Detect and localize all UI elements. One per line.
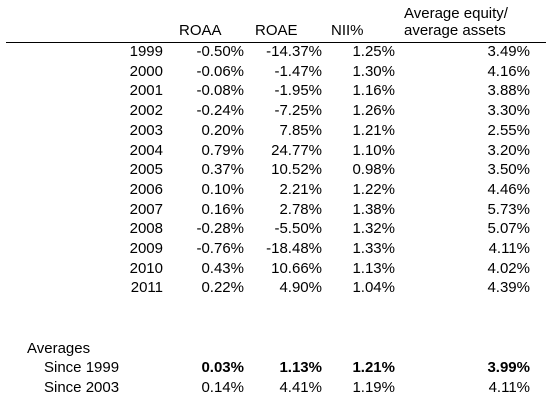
table-row: 1999 -0.50% -14.37% 1.25% 3.49% [0, 42, 558, 61]
roae-cell: 24.77% [271, 141, 322, 159]
average-nii: 1.21% [352, 359, 395, 376]
year-cell: 2001 [129, 82, 163, 100]
nii-cell: 1.26% [352, 102, 395, 120]
equity-cell: 4.39% [487, 279, 530, 297]
roaa-cell: 0.20% [201, 121, 244, 139]
average-roaa: 0.14% [201, 379, 244, 396]
year-cell: 2011 [130, 279, 163, 297]
average-roae: 1.13% [279, 359, 322, 376]
year-cell: 2000 [129, 62, 163, 80]
roae-cell: -7.25% [274, 102, 322, 120]
roaa-cell: 0.16% [201, 200, 244, 218]
equity-cell: 3.50% [487, 161, 530, 179]
equity-cell: 3.49% [487, 43, 530, 60]
nii-cell: 1.30% [352, 62, 395, 80]
average-roae: 4.41% [279, 379, 322, 396]
nii-cell: 1.13% [352, 259, 395, 277]
year-cell: 1999 [129, 43, 163, 60]
table-row: 2003 0.20% 7.85% 1.21% 2.55% [0, 121, 558, 140]
year-cell: 2005 [129, 161, 163, 179]
equity-cell: 4.11% [488, 240, 530, 257]
table-row: 2004 0.79% 24.77% 1.10% 3.20% [0, 141, 558, 160]
average-nii: 1.19% [352, 379, 395, 396]
nii-cell: 1.10% [352, 141, 395, 159]
year-cell: 2003 [129, 121, 163, 139]
header-equity-line2: average assets [404, 22, 506, 39]
year-cell: 2010 [129, 259, 163, 277]
header-roaa: ROAA [179, 22, 222, 39]
table-row: 2010 0.43% 10.66% 1.13% 4.02% [0, 259, 558, 278]
roaa-cell: -0.08% [196, 82, 244, 100]
header-nii: NII% [331, 22, 364, 39]
table-row: 2011 0.22% 4.90% 1.04% 4.39% [0, 278, 558, 297]
equity-cell: 3.88% [487, 82, 530, 100]
equity-cell: 3.30% [487, 102, 530, 120]
header-roae: ROAE [255, 22, 298, 39]
roaa-cell: 0.43% [201, 259, 244, 277]
roaa-cell: -0.76% [196, 240, 244, 257]
nii-cell: 1.25% [352, 43, 395, 60]
nii-cell: 1.32% [352, 220, 395, 238]
roae-cell: 10.52% [271, 161, 322, 179]
roae-cell: -14.37% [266, 43, 322, 60]
average-roaa: 0.03% [201, 359, 244, 376]
roaa-cell: 0.10% [201, 180, 244, 198]
table-row: 2007 0.16% 2.78% 1.38% 5.73% [0, 200, 558, 219]
roae-cell: -5.50% [274, 220, 322, 238]
year-cell: 2002 [129, 102, 163, 120]
roaa-cell: -0.06% [196, 62, 244, 80]
year-cell: 2009 [129, 240, 163, 257]
equity-cell: 5.73% [487, 200, 530, 218]
nii-cell: 1.16% [352, 82, 395, 100]
roae-cell: 2.78% [279, 200, 322, 218]
nii-cell: 1.21% [352, 121, 395, 139]
average-label: Since 2003 [44, 379, 120, 396]
average-label: Since 1999 [44, 359, 120, 376]
averages-title: Averages [27, 340, 91, 357]
average-equity: 4.11% [488, 379, 530, 396]
roae-cell: 10.66% [271, 259, 322, 277]
nii-cell: 0.98% [352, 161, 395, 179]
roae-cell: 7.85% [279, 121, 322, 139]
roae-cell: 2.21% [279, 180, 322, 198]
equity-cell: 4.16% [487, 62, 530, 80]
table-row: 2002 -0.24% -7.25% 1.26% 3.30% [0, 101, 558, 120]
year-cell: 2007 [129, 200, 163, 218]
table-row: 2008 -0.28% -5.50% 1.32% 5.07% [0, 219, 558, 238]
nii-cell: 1.38% [352, 200, 395, 218]
roaa-cell: -0.24% [196, 102, 244, 120]
header-rule [6, 42, 546, 43]
year-cell: 2006 [129, 180, 163, 198]
year-cell: 2004 [129, 141, 163, 159]
header-equity-line1: Average equity/ [404, 5, 508, 22]
average-row-since-1999: Since 1999 0.03% 1.13% 1.21% 3.99% [0, 358, 558, 377]
nii-cell: 1.22% [352, 180, 395, 198]
average-row-since-2003: Since 2003 0.14% 4.41% 1.19% 4.11% [0, 378, 558, 397]
roaa-cell: 0.37% [201, 161, 244, 179]
year-cell: 2008 [129, 220, 163, 238]
roae-cell: -18.48% [266, 240, 322, 257]
equity-cell: 4.02% [487, 259, 530, 277]
roae-cell: -1.95% [274, 82, 322, 100]
roaa-cell: -0.28% [196, 220, 244, 238]
roaa-cell: 0.22% [201, 279, 244, 297]
nii-cell: 1.33% [352, 240, 395, 257]
table-row: 2000 -0.06% -1.47% 1.30% 4.16% [0, 62, 558, 81]
equity-cell: 2.55% [487, 121, 530, 139]
average-equity: 3.99% [487, 359, 530, 376]
table-row: 2009 -0.76% -18.48% 1.33% 4.11% [0, 239, 558, 258]
roae-cell: 4.90% [279, 279, 322, 297]
roae-cell: -1.47% [274, 62, 322, 80]
nii-cell: 1.04% [352, 279, 395, 297]
table-row: 2001 -0.08% -1.95% 1.16% 3.88% [0, 81, 558, 100]
table-row: 2006 0.10% 2.21% 1.22% 4.46% [0, 180, 558, 199]
equity-cell: 3.20% [487, 141, 530, 159]
equity-cell: 5.07% [487, 220, 530, 238]
table-row: 2005 0.37% 10.52% 0.98% 3.50% [0, 160, 558, 179]
roaa-cell: 0.79% [201, 141, 244, 159]
roaa-cell: -0.50% [196, 43, 244, 60]
equity-cell: 4.46% [487, 180, 530, 198]
